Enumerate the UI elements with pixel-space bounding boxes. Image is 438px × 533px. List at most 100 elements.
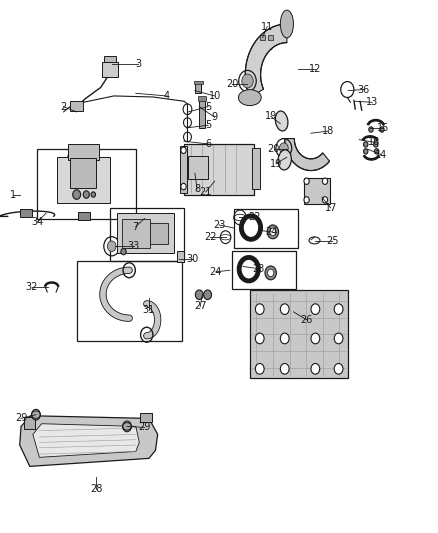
Circle shape [311, 333, 320, 344]
Ellipse shape [278, 150, 291, 170]
Text: 26: 26 [300, 315, 313, 325]
Circle shape [364, 149, 368, 154]
Circle shape [334, 304, 343, 314]
Bar [194, 81, 203, 84]
Text: 18: 18 [321, 126, 334, 136]
Circle shape [255, 364, 264, 374]
Circle shape [107, 241, 116, 252]
Circle shape [374, 142, 378, 147]
Bar [234, 209, 298, 248]
Circle shape [280, 364, 289, 374]
Text: 24: 24 [210, 267, 222, 277]
Circle shape [270, 228, 276, 236]
Text: 6: 6 [205, 139, 211, 149]
Text: 14: 14 [375, 150, 387, 159]
Circle shape [32, 409, 40, 420]
Bar [70, 158, 96, 188]
Circle shape [181, 183, 186, 190]
Circle shape [280, 333, 289, 344]
Circle shape [374, 149, 379, 154]
Text: 20: 20 [268, 144, 280, 154]
Ellipse shape [280, 10, 293, 38]
Text: 25: 25 [326, 236, 338, 246]
Text: 24: 24 [265, 227, 278, 237]
Bar [232, 251, 296, 289]
Bar [110, 208, 184, 261]
Bar [304, 178, 330, 204]
Bar [268, 35, 273, 40]
Bar [252, 148, 260, 189]
Text: 29: 29 [138, 423, 151, 432]
Polygon shape [20, 416, 158, 466]
Bar [184, 144, 254, 195]
Circle shape [91, 192, 95, 197]
Circle shape [311, 304, 320, 314]
Text: 15: 15 [377, 123, 389, 133]
Text: 7: 7 [133, 222, 139, 231]
Text: 2: 2 [60, 102, 67, 111]
Bar [24, 417, 35, 429]
Bar [37, 149, 136, 219]
Circle shape [322, 197, 328, 203]
Bar [195, 82, 201, 93]
Text: 30: 30 [187, 254, 199, 263]
Text: 23: 23 [213, 220, 225, 230]
Text: 36: 36 [357, 85, 370, 94]
Circle shape [255, 333, 264, 344]
Bar [198, 96, 206, 101]
Text: 22: 22 [204, 232, 216, 242]
Text: 21: 21 [200, 187, 212, 197]
Text: 5: 5 [205, 102, 211, 111]
Bar [104, 56, 116, 62]
Text: 31: 31 [143, 305, 155, 315]
Circle shape [204, 290, 212, 300]
Circle shape [123, 421, 131, 432]
Bar [57, 157, 110, 203]
Text: 1: 1 [10, 190, 16, 199]
Circle shape [255, 304, 264, 314]
Bar [177, 251, 184, 262]
Text: 17: 17 [325, 203, 337, 213]
Text: 4: 4 [163, 91, 170, 101]
Polygon shape [285, 139, 329, 171]
Bar [20, 209, 32, 217]
Circle shape [380, 127, 384, 132]
Bar [78, 212, 90, 220]
Circle shape [83, 191, 89, 198]
Circle shape [311, 364, 320, 374]
Text: 32: 32 [26, 282, 38, 292]
Polygon shape [33, 424, 139, 457]
Bar [102, 62, 118, 77]
Polygon shape [245, 24, 287, 98]
Bar [260, 35, 265, 40]
Circle shape [369, 127, 373, 132]
Bar [180, 146, 187, 193]
Text: 28: 28 [90, 484, 102, 494]
Bar [122, 219, 150, 248]
Bar [117, 213, 174, 253]
Text: 23: 23 [252, 264, 265, 273]
Bar [77, 261, 182, 341]
Circle shape [280, 304, 289, 314]
Text: 5: 5 [205, 120, 211, 130]
Text: 34: 34 [31, 217, 43, 227]
Bar [250, 290, 348, 378]
Text: 9: 9 [212, 112, 218, 122]
Circle shape [181, 147, 186, 154]
Text: 33: 33 [127, 241, 140, 251]
Circle shape [267, 225, 279, 239]
Text: 12: 12 [309, 64, 321, 74]
Circle shape [121, 248, 126, 255]
Text: 29: 29 [15, 414, 27, 423]
Text: 27: 27 [194, 302, 206, 311]
Bar [199, 99, 205, 128]
Text: 11: 11 [261, 22, 273, 31]
Text: 8: 8 [194, 184, 200, 194]
Bar [188, 156, 208, 179]
Ellipse shape [276, 111, 288, 131]
Text: 16: 16 [368, 138, 381, 147]
Text: 19: 19 [265, 111, 277, 121]
Bar [150, 223, 168, 244]
Bar [68, 144, 99, 160]
Text: 13: 13 [366, 98, 378, 107]
